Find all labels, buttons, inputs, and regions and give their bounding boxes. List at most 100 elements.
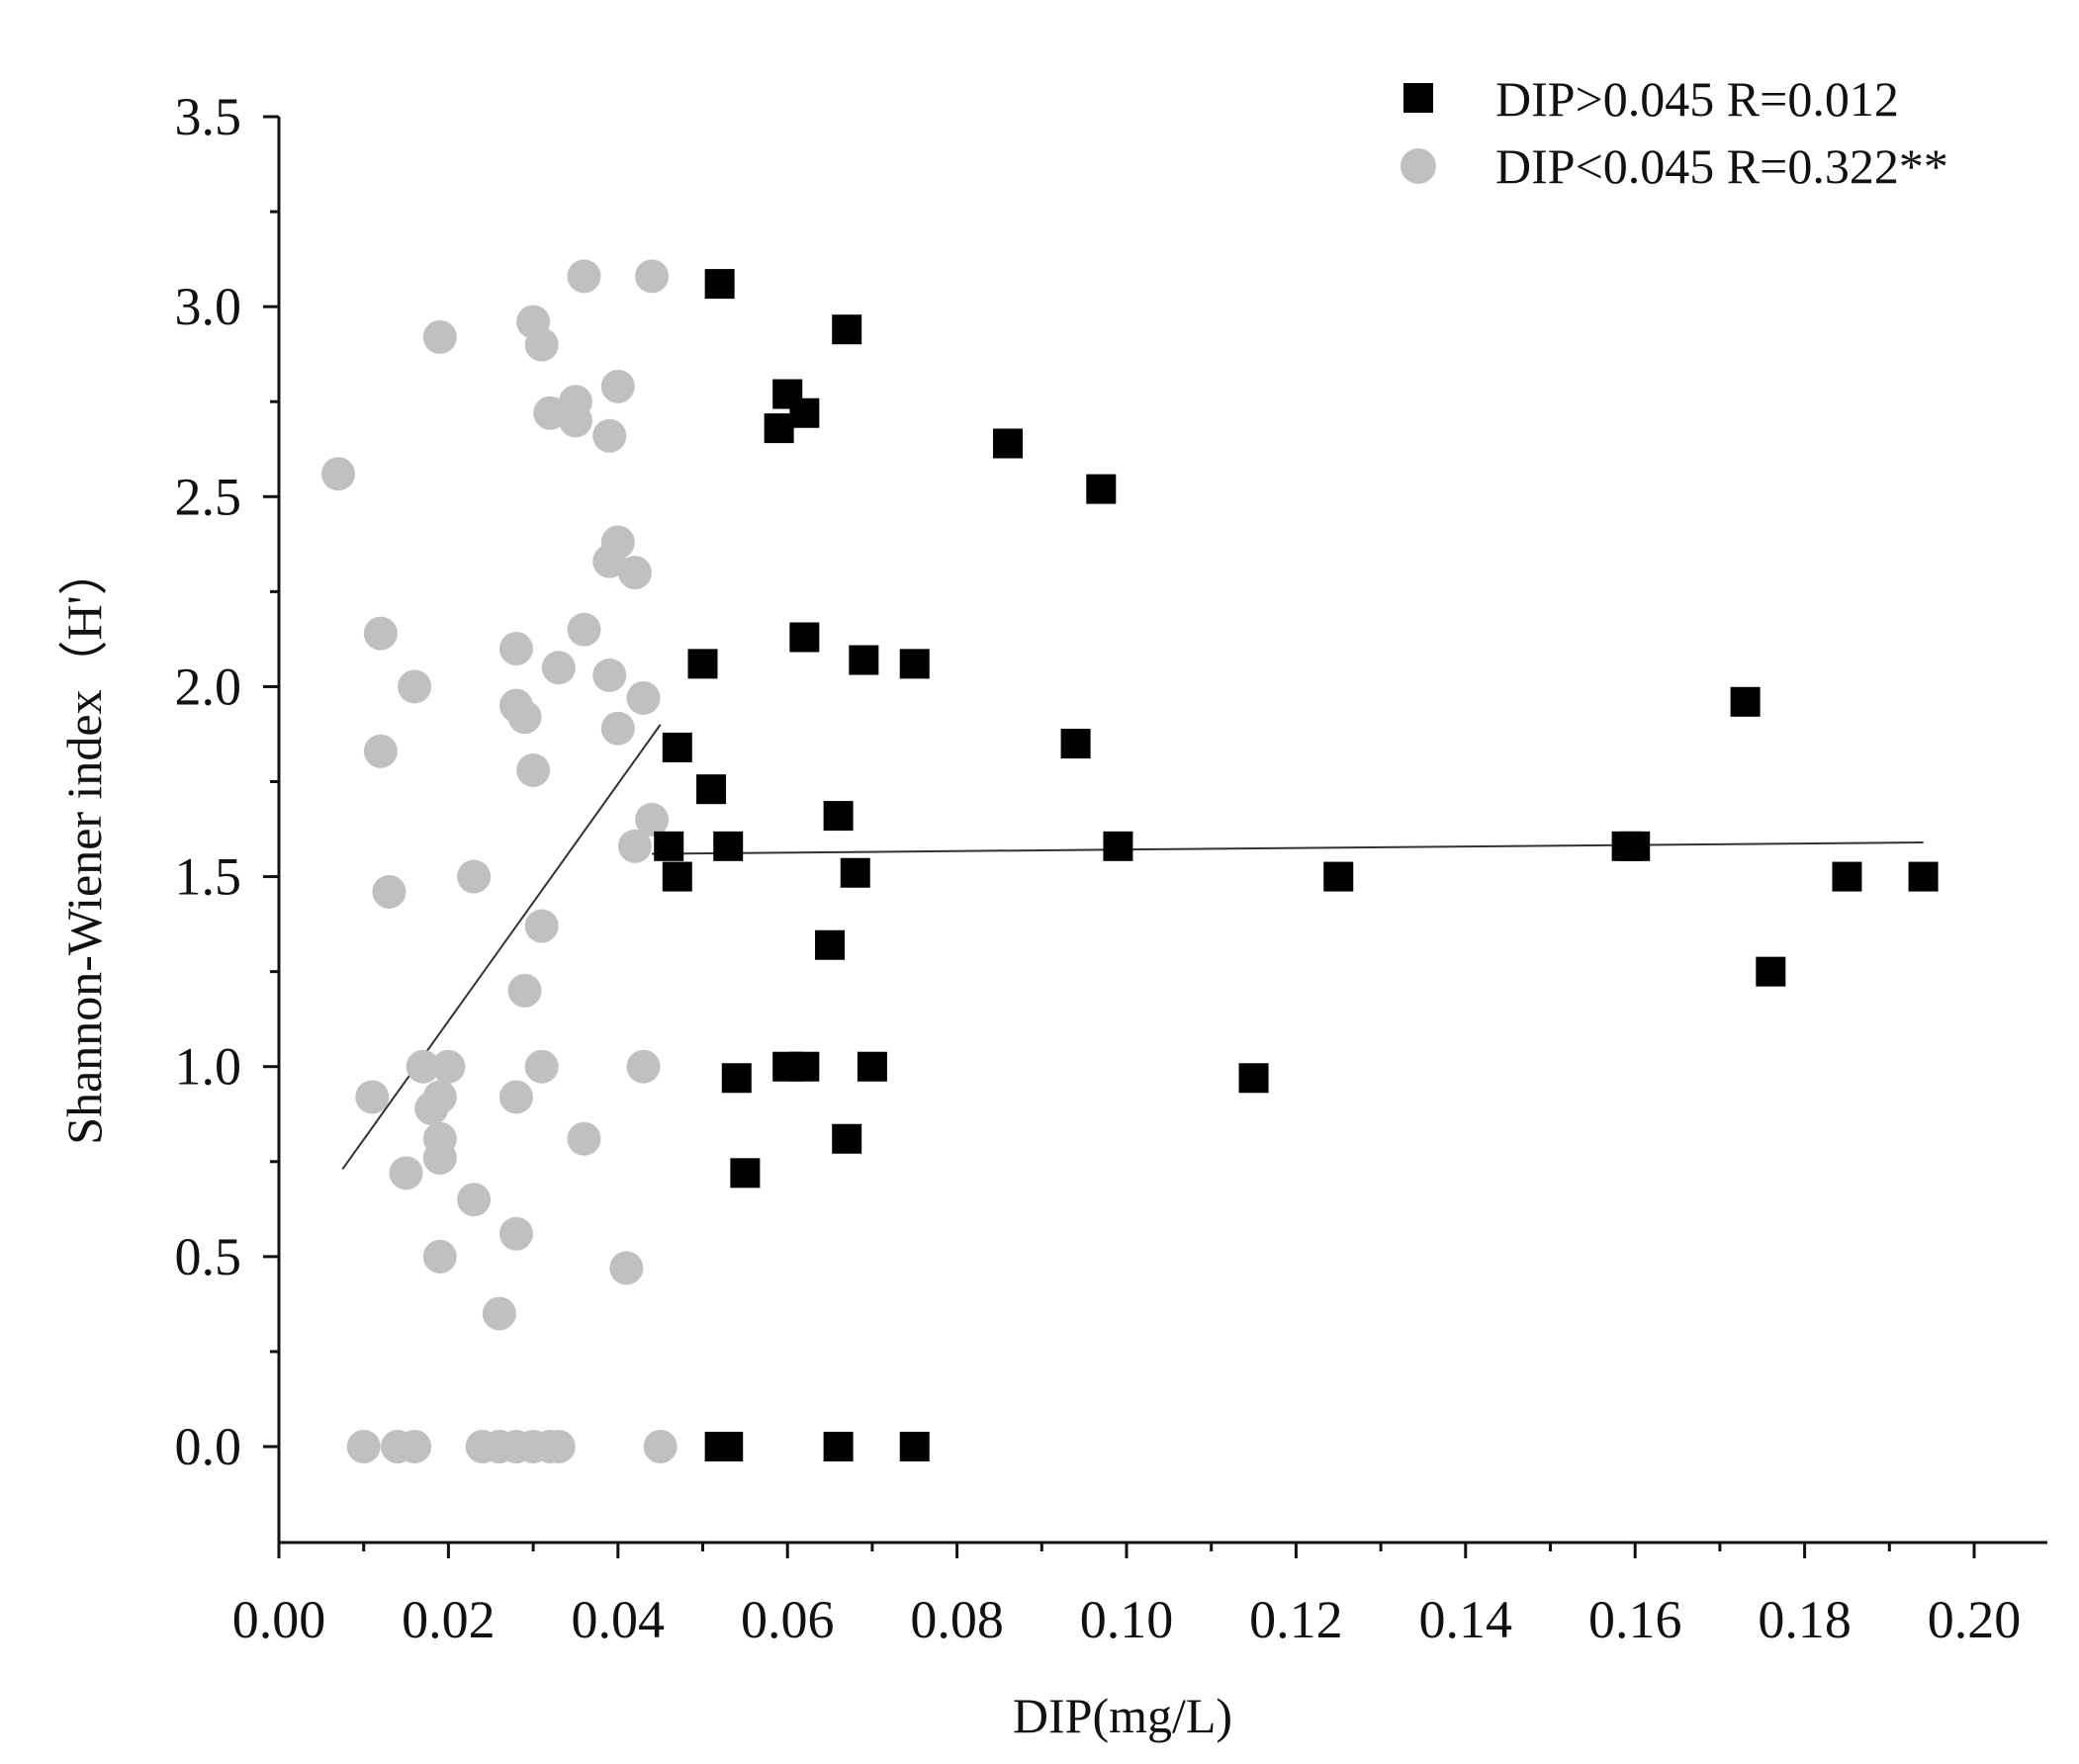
data-point-square: [1060, 729, 1091, 759]
y-tick-label: 3.0: [175, 277, 242, 336]
data-point-circle: [600, 369, 635, 403]
y-tick-label: 0.0: [175, 1417, 242, 1476]
y-axis-title: Shannon-Wiener index（H'）: [56, 546, 112, 1144]
data-point-circle: [372, 874, 407, 909]
trend-line-low-dip: [341, 724, 662, 1171]
x-tick-label: 0.20: [1928, 1590, 2022, 1649]
data-point-circle: [457, 859, 492, 894]
data-point-circle: [626, 1049, 661, 1084]
data-point-circle: [422, 1239, 457, 1274]
data-point-square: [654, 831, 684, 861]
data-point-circle: [643, 1430, 678, 1463]
y-ticks: 0.0 0.5 1.0 1.5 2.0 2.5 3.0 3.5: [175, 87, 279, 1476]
data-point-circle: [406, 1049, 440, 1084]
data-point-square: [764, 413, 794, 444]
x-tick-label: 0.04: [572, 1590, 666, 1649]
legend-marker-circle: [1401, 148, 1436, 184]
data-point-square: [840, 857, 870, 888]
data-point-circle: [363, 616, 398, 651]
data-point-circle: [363, 734, 398, 768]
data-point-circle: [346, 1430, 381, 1463]
data-point-square: [721, 1063, 752, 1094]
data-point-square: [823, 801, 854, 832]
data-point-square: [1086, 474, 1117, 504]
data-point-circle: [524, 327, 559, 362]
data-point-square: [899, 649, 930, 679]
x-tick-label: 0.00: [232, 1590, 326, 1649]
x-tick-label: 0.14: [1419, 1590, 1513, 1649]
data-point-circle: [558, 403, 592, 438]
y-tick-label: 1.0: [175, 1037, 242, 1097]
data-point-circle: [507, 973, 542, 1008]
y-tick-label: 2.0: [175, 657, 242, 716]
data-point-square: [849, 645, 879, 675]
data-point-square: [704, 269, 735, 300]
data-point-square: [1730, 686, 1761, 717]
y-tick-label: 3.5: [175, 87, 242, 146]
x-tick-label: 0.08: [910, 1590, 1004, 1649]
data-point-circle: [524, 909, 559, 943]
data-point-circle: [320, 457, 355, 491]
data-point-square: [1908, 861, 1939, 892]
legend: DIP>0.045 R=0.012 DIP<0.045 R=0.322**: [1401, 71, 1948, 194]
legend-label-high-dip: DIP>0.045 R=0.012: [1495, 71, 1899, 127]
data-point-circle: [626, 680, 661, 715]
legend-label-low-dip: DIP<0.045 R=0.322**: [1495, 138, 1948, 194]
data-point-square: [815, 929, 846, 960]
data-point-square: [696, 774, 727, 805]
data-point-circle: [431, 1049, 466, 1084]
legend-marker-square: [1403, 83, 1433, 113]
data-point-square: [789, 1051, 820, 1082]
data-point-circle: [617, 829, 652, 863]
data-point-circle: [592, 418, 627, 453]
data-point-circle: [524, 1049, 559, 1084]
data-point-circle: [498, 1216, 533, 1251]
data-point-square: [789, 397, 820, 428]
x-axis-title: DIP(mg/L): [1013, 1688, 1232, 1743]
data-point-circle: [567, 612, 601, 647]
x-tick-label: 0.16: [1588, 1590, 1682, 1649]
data-point-square: [1238, 1063, 1269, 1094]
trend-lines: [341, 724, 1924, 1171]
data-point-circle: [541, 651, 576, 685]
data-point-circle: [422, 1140, 457, 1175]
data-point-circle: [457, 1183, 492, 1217]
data-point-circle: [600, 711, 635, 746]
data-point-square: [1323, 861, 1354, 892]
data-point-circle: [482, 1296, 516, 1331]
data-points: [320, 259, 1939, 1463]
data-point-circle: [635, 802, 670, 837]
data-point-square: [832, 314, 862, 345]
data-point-circle: [398, 1430, 432, 1463]
x-ticks: 0.00 0.02 0.04 0.06 0.08 0.10 0.12 0.14 0.16 0.18…: [232, 1543, 2022, 1649]
data-point-square: [730, 1158, 761, 1189]
data-point-square: [1620, 831, 1651, 861]
x-tick-label: 0.12: [1249, 1590, 1343, 1649]
data-point-square: [1832, 861, 1862, 892]
data-point-square: [823, 1432, 854, 1461]
x-tick-label: 0.06: [741, 1590, 835, 1649]
data-point-circle: [592, 658, 627, 692]
data-point-square: [1756, 956, 1786, 987]
data-point-square: [899, 1432, 930, 1461]
y-tick-label: 1.5: [175, 847, 242, 907]
x-tick-label: 0.10: [1080, 1590, 1174, 1649]
data-point-square: [993, 428, 1024, 459]
data-point-circle: [541, 1430, 576, 1463]
data-point-square: [1103, 831, 1133, 861]
data-point-square: [832, 1123, 862, 1154]
x-tick-label: 0.02: [402, 1590, 496, 1649]
data-point-circle: [389, 1156, 423, 1191]
data-point-square: [662, 732, 692, 762]
data-point-circle: [635, 259, 670, 294]
data-point-square: [789, 622, 820, 653]
data-point-square: [857, 1051, 887, 1082]
data-point-circle: [498, 1080, 533, 1114]
data-point-circle: [507, 700, 542, 735]
data-point-circle: [498, 632, 533, 665]
data-point-circle: [609, 1251, 644, 1285]
trend-line-high-dip: [652, 840, 1924, 855]
data-point-square: [662, 861, 692, 892]
data-point-circle: [414, 1091, 449, 1125]
